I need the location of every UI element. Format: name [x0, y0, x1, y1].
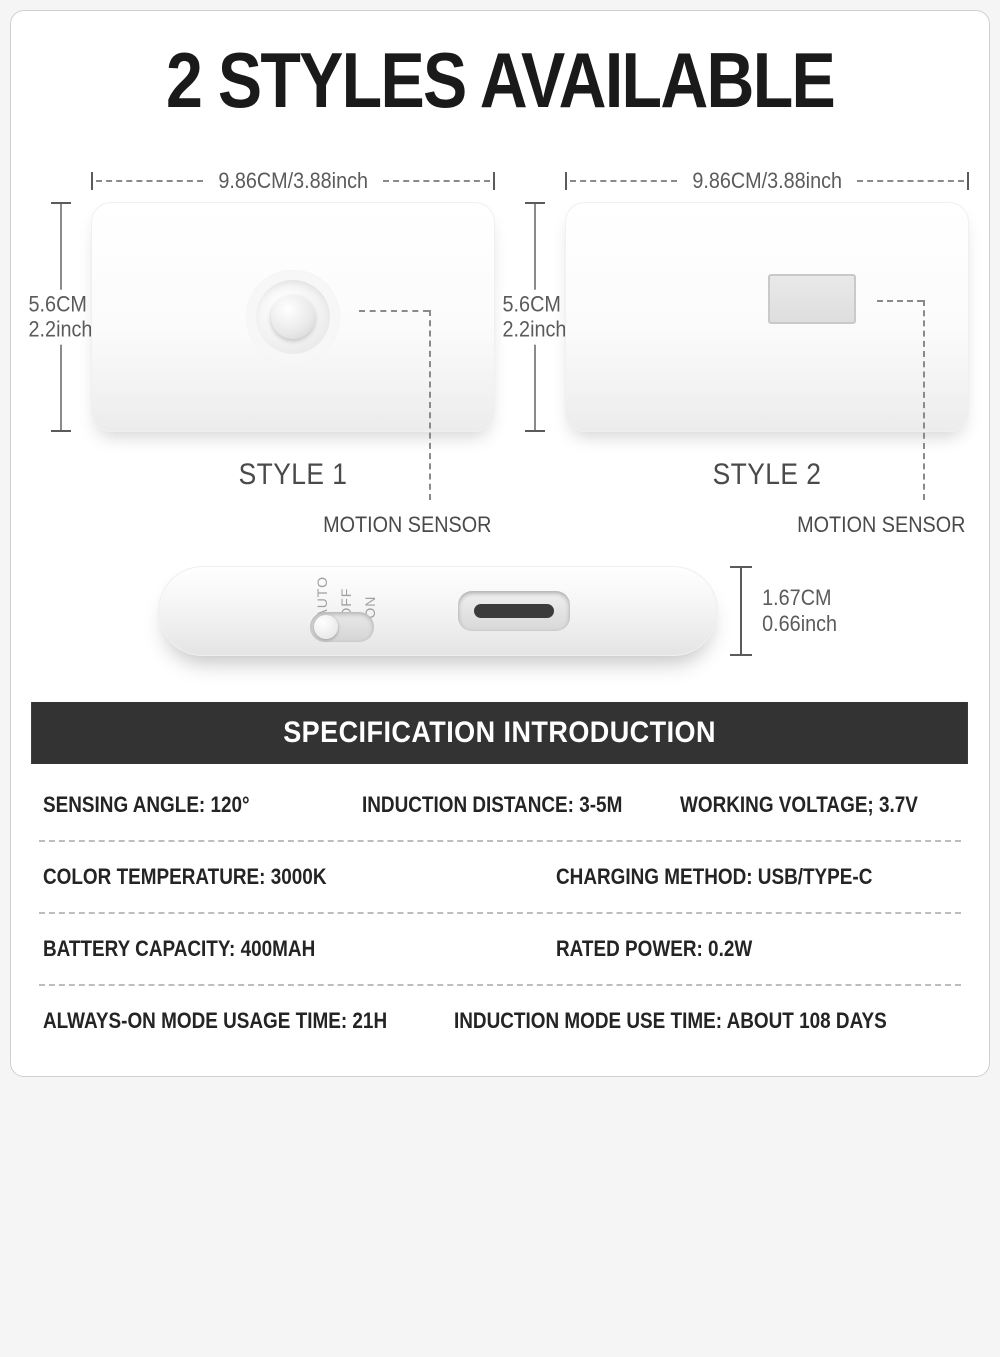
infographic-card: 2 STYLES AVAILABLE 9.86CM/3.88inch 5.6CM… [10, 10, 990, 1077]
height-in: 2.2inch [29, 317, 93, 342]
style2-product [565, 202, 969, 432]
height-label: 5.6CM 2.2inch [29, 290, 93, 345]
dim-dash-icon [570, 180, 677, 182]
round-sensor-icon [246, 270, 340, 364]
style1-column: 9.86CM/3.88inch 5.6CM 2.2inch [31, 164, 495, 538]
spec-header-wrap: SPECIFICATION INTRODUCTION [31, 702, 969, 764]
callout-hseg-icon [877, 300, 923, 302]
spec-battery-capacity: BATTERY CAPACITY: 400MAH [43, 936, 475, 962]
height-cm: 5.6CM [503, 292, 561, 317]
height-label: 5.6CM 2.2inch [503, 290, 567, 345]
spec-row: COLOR TEMPERATURE: 3000K CHARGING METHOD… [39, 842, 961, 914]
style1-width-dimension: 9.86CM/3.88inch [91, 164, 495, 198]
style2-sensor-label: MOTION SENSOR [551, 512, 969, 538]
depth-cm: 1.67CM [763, 585, 832, 610]
side-view-row: AUTO OFF ON 1.67CM 0.66inch [31, 566, 969, 656]
spec-row: SENSING ANGLE: 120° INDUCTION DISTANCE: … [39, 770, 961, 842]
dim-tick-icon [51, 430, 71, 432]
style2-column: 9.86CM/3.88inch 5.6CM 2.2inch [505, 164, 969, 538]
spec-row: ALWAYS-ON MODE USAGE TIME: 21H INDUCTION… [39, 986, 961, 1056]
spec-color-temperature: COLOR TEMPERATURE: 3000K [43, 864, 475, 890]
dim-line-icon [740, 568, 742, 654]
dim-dash-icon [383, 180, 490, 182]
dim-tick-icon [967, 172, 969, 190]
dim-tick-icon [565, 172, 567, 190]
mode-switch-icon [310, 612, 374, 642]
style1-product [91, 202, 495, 432]
spec-rated-power: RATED POWER: 0.2W [556, 936, 901, 962]
style2-height-dimension: 5.6CM 2.2inch [505, 202, 565, 432]
depth-in: 0.66inch [763, 611, 838, 636]
dim-tick-icon [525, 430, 545, 432]
spec-row: BATTERY CAPACITY: 400MAH RATED POWER: 0.… [39, 914, 961, 986]
width-label: 9.86CM/3.88inch [689, 168, 846, 194]
spec-always-on-time: ALWAYS-ON MODE USAGE TIME: 21H [43, 1008, 388, 1034]
style1-sensor-label: MOTION SENSOR [77, 512, 495, 538]
spec-header: SPECIFICATION INTRODUCTION [31, 702, 968, 764]
dim-dash-icon [96, 180, 203, 182]
callout-hseg-icon [359, 310, 429, 312]
side-view-product: AUTO OFF ON [158, 566, 718, 656]
dim-tick-icon [730, 654, 752, 656]
style2-name: STYLE 2 [589, 458, 945, 492]
style1-height-dimension: 5.6CM 2.2inch [31, 202, 91, 432]
spec-induction-distance: INDUCTION DISTANCE: 3-5M [362, 792, 627, 818]
style1-body: 5.6CM 2.2inch [31, 202, 495, 432]
height-in: 2.2inch [503, 317, 567, 342]
depth-label: 1.67CM 0.66inch [763, 585, 838, 638]
styles-row: 9.86CM/3.88inch 5.6CM 2.2inch [31, 164, 969, 538]
style2-body: 5.6CM 2.2inch [505, 202, 969, 432]
spec-induction-time: INDUCTION MODE USE TIME: ABOUT 108 DAYS [454, 1008, 887, 1034]
style1-name: STYLE 1 [115, 458, 471, 492]
dim-tick-icon [91, 172, 93, 190]
rect-sensor-icon [768, 274, 856, 324]
spec-working-voltage: WORKING VOLTAGE; 3.7V [680, 792, 918, 818]
dim-tick-icon [493, 172, 495, 190]
usb-c-port-icon [458, 591, 570, 631]
spec-sensing-angle: SENSING ANGLE: 120° [43, 792, 308, 818]
spec-charging-method: CHARGING METHOD: USB/TYPE-C [556, 864, 901, 890]
height-cm: 5.6CM [29, 292, 87, 317]
dim-bracket-icon [730, 566, 752, 656]
page-title: 2 STYLES AVAILABLE [101, 35, 898, 126]
width-label: 9.86CM/3.88inch [215, 168, 372, 194]
style2-width-dimension: 9.86CM/3.88inch [565, 164, 969, 198]
spec-grid: SENSING ANGLE: 120° INDUCTION DISTANCE: … [31, 764, 969, 1064]
depth-dimension: 1.67CM 0.66inch [730, 566, 841, 656]
dim-dash-icon [857, 180, 964, 182]
